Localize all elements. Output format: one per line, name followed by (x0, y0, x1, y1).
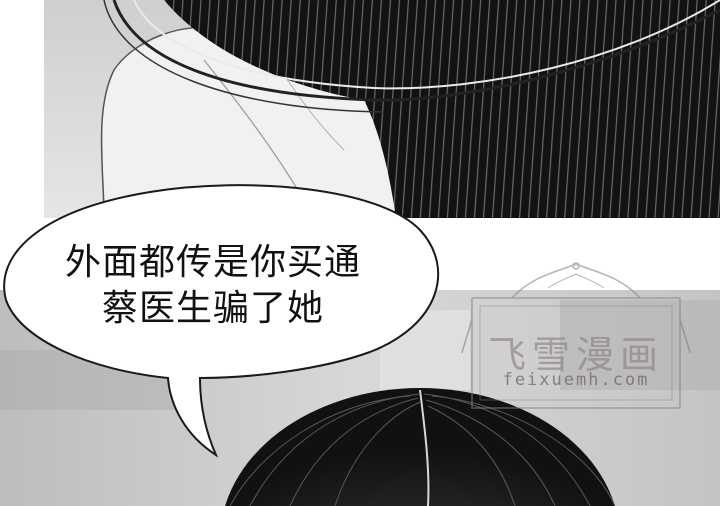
top-panel-suit-illustration (44, 0, 720, 218)
watermark-url: feixuemh.com (502, 370, 650, 390)
site-watermark: 飞雪漫画 feixuemh.com (452, 258, 700, 418)
suit-artwork (44, 0, 720, 218)
speech-line-2: 蔡医生骗了她 (101, 288, 324, 329)
watermark-title: 飞雪漫画 (487, 333, 664, 377)
speech-bubble-text: 外面都传是你买通 蔡医生骗了她 (18, 240, 408, 332)
speech-line-1: 外面都传是你买通 (64, 242, 361, 283)
watermark-frame-icon (461, 262, 691, 409)
